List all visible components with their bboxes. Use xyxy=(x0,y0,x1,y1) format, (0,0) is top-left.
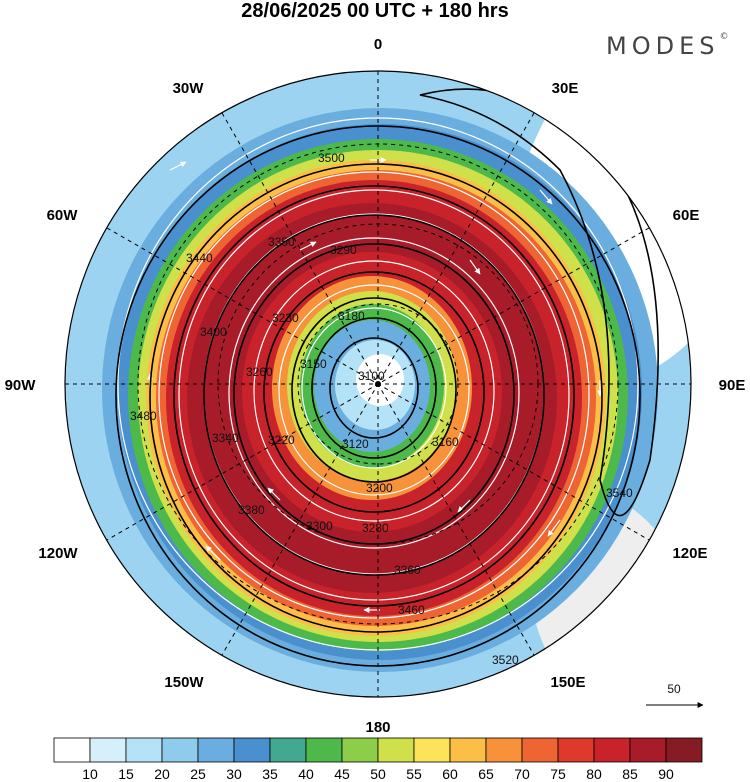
colorbar-swatch xyxy=(269,737,307,763)
colorbar-label: 20 xyxy=(154,766,170,782)
contour-label: 3280 xyxy=(362,521,389,535)
contour-label: 3100 xyxy=(358,369,385,383)
colorbar: 10 15 20 25 30 35 40 45 50 55 60 65 70 75 80 85 90 xyxy=(53,737,703,782)
contour-label: 3300 xyxy=(306,519,333,533)
contour-label: 3520 xyxy=(492,653,519,667)
contour-label: 3350 xyxy=(268,235,295,249)
colorbar-label: 15 xyxy=(118,766,134,782)
lon-label-60e: 60E xyxy=(673,207,700,224)
colorbar-swatch xyxy=(665,737,703,763)
contour-label: 3380 xyxy=(238,503,265,517)
lon-label-180: 180 xyxy=(365,719,390,736)
brand-logo: MODES© xyxy=(606,32,728,60)
contour-label: 3500 xyxy=(318,151,345,165)
contour-label: 3180 xyxy=(338,309,365,323)
colorbar-swatch xyxy=(53,737,91,763)
contour-label: 3440 xyxy=(186,251,213,265)
lon-label-120e: 120E xyxy=(672,545,707,562)
contour-label: 3290 xyxy=(330,243,357,257)
pole-marker xyxy=(375,381,381,387)
map-border xyxy=(64,70,692,698)
colorbar-swatch xyxy=(341,737,379,763)
colorbar-label: 10 xyxy=(82,766,98,782)
colorbar-swatch xyxy=(629,737,667,763)
wind-speed-field xyxy=(65,71,691,697)
colorbar-label: 50 xyxy=(370,766,386,782)
colorbar-label: 40 xyxy=(298,766,314,782)
colorbar-swatch xyxy=(413,737,451,763)
colorbar-label: 85 xyxy=(622,766,638,782)
colorbar-label: 25 xyxy=(190,766,206,782)
lon-label-30w: 30W xyxy=(173,80,205,97)
contour-label: 3460 xyxy=(398,603,425,617)
contour-labels: 3100 3120 3150 3160 3180 3200 3220 3230 … xyxy=(130,151,633,667)
contour-label: 3360 xyxy=(394,563,421,577)
colorbar-swatch xyxy=(377,737,415,763)
colorbar-swatch xyxy=(233,737,271,763)
contour-label: 3220 xyxy=(268,433,295,447)
colorbar-swatch xyxy=(305,737,343,763)
colorbar-swatch xyxy=(197,737,235,763)
colorbar-swatch xyxy=(125,737,163,763)
colorbar-swatch xyxy=(449,737,487,763)
colorbar-swatch xyxy=(89,737,127,763)
colorbar-swatch xyxy=(593,737,631,763)
lon-label-90w: 90W xyxy=(5,377,37,394)
reference-vector: 50 xyxy=(646,682,704,708)
colorbar-label: 90 xyxy=(658,766,674,782)
lon-label-90e: 90E xyxy=(719,377,746,394)
colorbar-label: 60 xyxy=(442,766,458,782)
contour-label: 3160 xyxy=(432,435,459,449)
colorbar-label: 35 xyxy=(262,766,278,782)
colorbar-swatch xyxy=(161,737,199,763)
contour-label: 3230 xyxy=(272,311,299,325)
colorbar-label: 70 xyxy=(514,766,530,782)
colorbar-label: 75 xyxy=(550,766,566,782)
colorbar-label: 55 xyxy=(406,766,422,782)
brand-name: MODES xyxy=(606,32,720,60)
lon-label-30e: 30E xyxy=(552,80,579,97)
colorbar-label: 80 xyxy=(586,766,602,782)
contour-label: 3540 xyxy=(606,486,633,500)
contour-label: 3260 xyxy=(246,365,273,379)
map-title: 28/06/2025 00 UTC + 180 hrs xyxy=(241,0,509,22)
colorbar-swatch xyxy=(485,737,523,763)
contour-label: 3200 xyxy=(366,481,393,495)
lon-label-150e: 150E xyxy=(550,674,585,691)
lon-label-150w: 150W xyxy=(164,674,204,691)
contour-label: 3150 xyxy=(300,357,327,371)
colorbar-swatch xyxy=(557,737,595,763)
copyright-mark: © xyxy=(719,32,729,42)
contour-label: 3400 xyxy=(200,325,227,339)
contour-label: 3120 xyxy=(342,437,369,451)
colorbar-label: 65 xyxy=(478,766,494,782)
colorbar-swatch xyxy=(521,737,559,763)
contour-label: 3340 xyxy=(212,431,239,445)
reference-vector-label: 50 xyxy=(667,682,681,696)
contour-label: 3480 xyxy=(130,409,157,423)
longitude-labels: 0 30W 30E 60W 60E 90W 90E 120W 120E 150W… xyxy=(5,36,746,736)
lon-label-120w: 120W xyxy=(38,545,78,562)
lon-label-0: 0 xyxy=(374,36,382,53)
colorbar-label: 45 xyxy=(334,766,350,782)
colorbar-label: 30 xyxy=(226,766,242,782)
lon-label-60w: 60W xyxy=(47,207,79,224)
